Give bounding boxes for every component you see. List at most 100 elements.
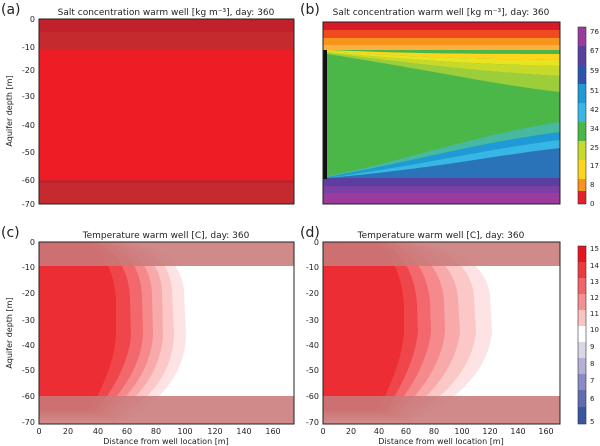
plot-area-a [39, 19, 294, 204]
colorbar-frame [577, 245, 587, 425]
ytick-label: -20 [306, 289, 319, 298]
frame-d [322, 241, 561, 425]
xtick-label: 100 [177, 427, 192, 436]
colorbar-segment [578, 65, 586, 84]
colorbar-tick-label: 0 [590, 200, 594, 208]
xtick-label: 120 [207, 427, 222, 436]
ytick-label: -30 [22, 92, 35, 101]
ytick-label: -40 [22, 341, 35, 350]
ytick-label: -60 [306, 392, 319, 401]
xtick-label: 20 [346, 427, 356, 436]
colorbar-segment [578, 46, 586, 65]
colorbar-segment [578, 342, 586, 358]
frame-b [322, 21, 561, 205]
xticks-d: 0 20 40 60 80 100 120 140 160 [320, 427, 553, 436]
xtick-label: 0 [320, 427, 325, 436]
ytick-label: -50 [306, 366, 319, 375]
plot-area-b [323, 22, 560, 204]
salt-contour-upper [327, 53, 560, 92]
colorbar-segment [578, 326, 586, 342]
xticks-c: 0 20 40 60 80 100 120 140 160 [36, 427, 280, 436]
ytick-label: -60 [22, 176, 35, 185]
xtick-label: 60 [401, 427, 411, 436]
salt-contour-lower [327, 148, 560, 178]
colorbar-tick-label: 14 [590, 262, 599, 270]
ytick-label: -20 [22, 289, 35, 298]
colorbar-segment [578, 179, 586, 191]
salt-band-top [323, 38, 560, 45]
salt-contour-upper [327, 50, 560, 60]
colorbar-segment [578, 122, 586, 141]
clay-layer-top-a [39, 32, 294, 50]
well-screen-b [323, 50, 327, 179]
salt-band-top [323, 30, 560, 38]
colorbar-tick-label: 13 [590, 278, 599, 286]
clay-layer-top-c [39, 242, 294, 266]
salt-band-bottom [323, 178, 560, 186]
ytick-label: -50 [22, 148, 35, 157]
salt-band-bottom [323, 186, 560, 193]
temp-contour-d [323, 242, 404, 410]
title-d: Temperature warm well [C], day: 360 [357, 231, 525, 241]
ytick-label: -70 [306, 418, 319, 427]
ytick-label: -10 [22, 263, 35, 272]
xtick-label: 60 [122, 427, 132, 436]
frame-c [38, 241, 295, 425]
colorbar-tick-label: 8 [590, 360, 594, 368]
colorbar-tick-label: 76 [590, 28, 599, 36]
colorbar-tick-label: 12 [590, 294, 599, 302]
colorbar-segment [578, 278, 586, 294]
colorbar-segment [578, 84, 586, 103]
clay-layer-bottom-d [323, 396, 560, 424]
xlabel-d: Distance from well location [m] [378, 437, 503, 446]
colorbar-tick-label: 8 [590, 181, 594, 189]
colorbar-frame [577, 26, 587, 205]
ytick-label: -40 [22, 121, 35, 130]
colorbar-segment [578, 262, 586, 278]
xtick-label: 140 [510, 427, 525, 436]
colorbar-segment [578, 294, 586, 310]
ytick-label: -40 [306, 341, 319, 350]
colorbar-tick-label: 9 [590, 343, 594, 351]
salt-contour-upper [327, 52, 560, 76]
ytick-label: 0 [30, 238, 35, 247]
colorbar-segment [578, 191, 586, 204]
colorbar-tick-label: 34 [590, 125, 599, 133]
xtick-label: 80 [151, 427, 161, 436]
clay-layer-top-d [323, 242, 560, 266]
salt-contour-upper [327, 51, 560, 66]
colorbar-tick-label: 25 [590, 144, 599, 152]
ytick-label: 0 [314, 238, 319, 247]
temp-contour-c [39, 242, 116, 410]
clay-layer-bottom-a [39, 180, 294, 204]
yticks-c: 0 -10 -20 -30 -40 -50 -60 -70 [22, 238, 35, 427]
salt-band-bottom [323, 193, 560, 204]
ytick-label: -10 [22, 43, 35, 52]
ytick-label: -70 [22, 418, 35, 427]
yticks-a: 0 -10 -20 -30 -40 -50 -60 -70 [22, 15, 35, 209]
title-b: Salt concentration warm well [kg m⁻³], d… [333, 8, 550, 18]
ytick-label: -30 [22, 316, 35, 325]
colorbar-segment [578, 27, 586, 46]
panel-d: (d) Temperature warm well [C], day: 360 … [300, 225, 599, 446]
panel-label-a: (a) [1, 2, 21, 18]
plot-area-c [39, 242, 294, 424]
xtick-label: 40 [93, 427, 103, 436]
colorbar-tick-label: 15 [590, 245, 599, 253]
xtick-label: 140 [236, 427, 251, 436]
panel-label-d: (d) [300, 225, 320, 241]
colorbar-segment [578, 103, 586, 122]
temp-colorbar: 15 14 13 12 11 10 9 8 7 6 5 [577, 245, 599, 426]
colorbar-tick-label: 10 [590, 326, 599, 334]
ytick-label: -70 [22, 200, 35, 209]
salt-contour-lower [327, 122, 560, 177]
plot-area-d [323, 242, 560, 424]
panel-c: (c) Temperature warm well [C], day: 360 … [1, 225, 295, 446]
ytick-label: -60 [22, 392, 35, 401]
xtick-label: 160 [265, 427, 280, 436]
title-a: Salt concentration warm well [kg m⁻³], d… [58, 8, 275, 18]
salt-contour-lower [327, 140, 560, 178]
ytick-label: -50 [22, 366, 35, 375]
colorbar-tick-label: 5 [590, 418, 594, 426]
